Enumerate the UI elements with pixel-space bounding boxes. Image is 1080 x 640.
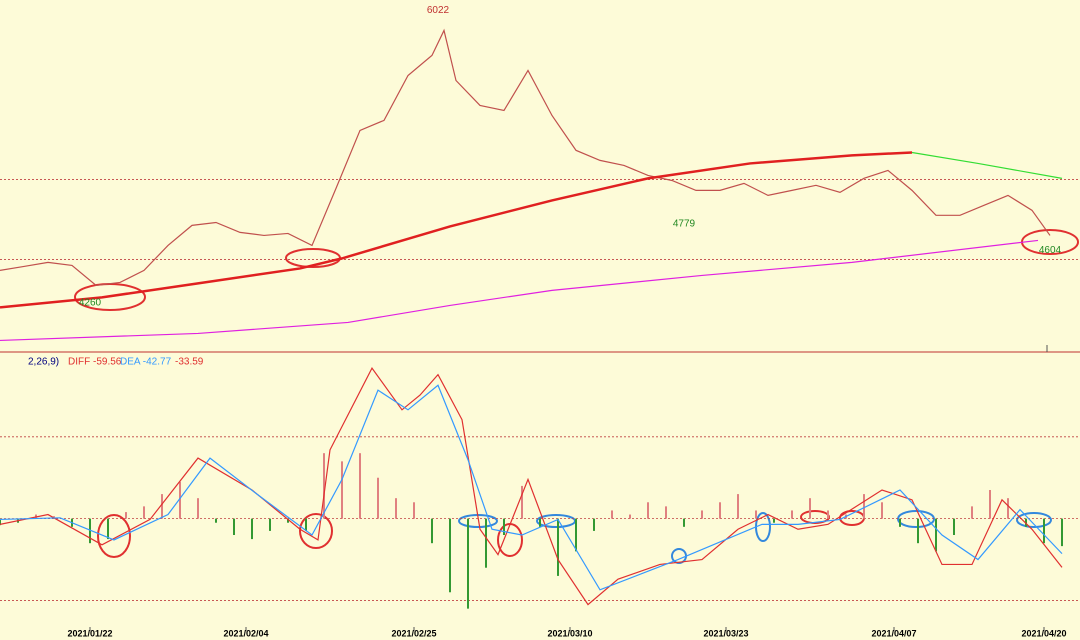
histogram-bar	[791, 510, 793, 519]
histogram-bar	[683, 518, 685, 527]
histogram-bar	[629, 514, 631, 519]
histogram-bar	[449, 518, 451, 593]
histogram-bar	[1043, 518, 1045, 544]
dea-label: DEA -42.77	[120, 357, 172, 368]
histogram-bar	[755, 510, 757, 519]
histogram-bar	[305, 518, 307, 531]
histogram-bar	[881, 502, 883, 519]
histogram-bar	[161, 494, 163, 519]
histogram-bar	[953, 518, 955, 535]
x-tick-label: 2021/01/22	[67, 628, 112, 638]
histogram-bar	[917, 518, 919, 544]
diff-label: DIFF -59.56	[68, 357, 122, 368]
histogram-bar	[899, 518, 901, 527]
histogram-bar	[719, 502, 721, 519]
histogram-bar	[827, 510, 829, 519]
histogram-bar	[125, 512, 127, 519]
histogram-bar	[971, 506, 973, 519]
macd-label: -33.59	[175, 357, 204, 368]
histogram-bar	[1007, 498, 1009, 519]
price-annotation: 4260	[79, 297, 102, 308]
highlight-circles	[74, 229, 1079, 564]
price-annotation: 4779	[673, 218, 696, 229]
histogram-bar	[413, 502, 415, 519]
histogram-bar	[521, 485, 523, 519]
histogram-bar	[377, 477, 379, 519]
histogram-bar	[251, 518, 253, 540]
histogram-bar	[395, 498, 397, 519]
histogram-bar	[611, 510, 613, 519]
series-line	[911, 151, 1063, 179]
price-annotation: 4604	[1039, 245, 1062, 256]
histogram-bar	[359, 453, 361, 519]
histogram-bar	[539, 518, 541, 527]
histogram-bar	[557, 518, 559, 576]
macd-params: 2,26,9)	[28, 357, 59, 368]
series-line	[0, 28, 1051, 286]
histogram-bar	[809, 498, 811, 519]
histogram-bar	[287, 518, 289, 523]
price-annotation: 6022	[427, 5, 450, 16]
histogram-bar	[215, 518, 217, 523]
histogram-bar	[935, 518, 937, 552]
histogram-bar	[665, 506, 667, 519]
histogram-bar	[593, 518, 595, 531]
series-line	[0, 366, 1063, 606]
series-line	[0, 239, 1039, 342]
series-line	[0, 151, 913, 309]
histogram-bar	[989, 490, 991, 519]
histogram-bar	[737, 494, 739, 519]
histogram-bar	[773, 518, 775, 523]
histogram-bar	[0, 518, 1, 526]
histogram-bar	[341, 461, 343, 519]
histogram-bar	[485, 518, 487, 568]
x-tick-label: 2021/04/20	[1021, 628, 1066, 638]
x-tick-label: 2021/02/04	[223, 628, 268, 638]
histogram-bar	[233, 518, 235, 535]
histogram-bar	[467, 518, 469, 609]
x-tick-label: 2021/03/23	[703, 628, 748, 638]
histogram-bar	[323, 453, 325, 519]
histogram-bar	[143, 506, 145, 519]
histogram-bar	[1061, 518, 1063, 547]
x-tick-label: 2021/02/25	[391, 628, 436, 638]
x-tick-label: 2021/03/10	[547, 628, 592, 638]
histogram-bar	[863, 494, 865, 519]
histogram-bar	[701, 510, 703, 519]
histogram-bar	[197, 498, 199, 519]
x-tick-label: 2021/04/07	[871, 628, 916, 638]
histogram-bar	[503, 518, 505, 535]
histogram-bar	[269, 518, 271, 531]
histogram-bar	[647, 502, 649, 519]
histogram-bar	[179, 481, 181, 519]
histogram-bar	[89, 518, 91, 544]
histogram-bar	[575, 518, 577, 552]
histogram-bar	[107, 518, 109, 540]
histogram-bar	[431, 518, 433, 544]
series-line	[0, 384, 1063, 591]
